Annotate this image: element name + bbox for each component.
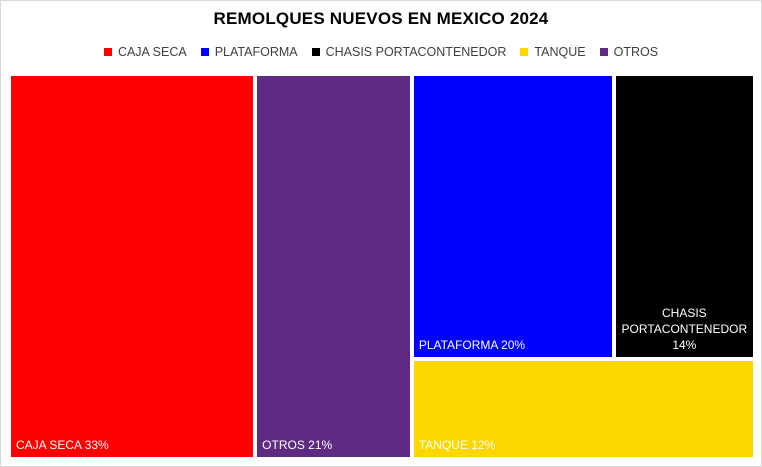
legend-label-chasis-portacontenedor: CHASIS PORTACONTENEDOR — [325, 45, 507, 59]
treemap-label-tanque: TANQUE 12% — [419, 437, 495, 453]
legend-swatch-otros — [599, 48, 608, 56]
legend-item-plataforma: PLATAFORMA — [200, 45, 298, 59]
treemap-label-line: PORTACONTENEDOR — [621, 321, 748, 336]
treemap-tile-chasis-portacontenedor: CHASIS PORTACONTENEDOR 14% — [613, 74, 755, 359]
treemap-label-line: CAJA SECA 33% — [16, 438, 109, 452]
treemap-label-chasis-portacontenedor: CHASIS PORTACONTENEDOR 14% — [616, 305, 753, 353]
treemap-tile-tanque: TANQUE 12% — [411, 358, 755, 459]
treemap-tile-otros: OTROS 21% — [255, 74, 412, 459]
legend-swatch-chasis-portacontenedor — [311, 48, 320, 56]
treemap-label-line: OTROS 21% — [262, 438, 333, 452]
treemap-label-otros: OTROS 21% — [262, 437, 332, 453]
treemap-label-caja-seca: CAJA SECA 33% — [16, 437, 109, 453]
treemap-tile-plataforma: PLATAFORMA 20% — [411, 74, 614, 359]
legend-label-otros: OTROS — [613, 45, 659, 59]
legend-item-caja-seca: CAJA SECA — [103, 45, 187, 59]
legend-swatch-plataforma — [200, 48, 209, 56]
treemap-label-line: PLATAFORMA 20% — [418, 337, 526, 352]
treemap-plot-area: CAJA SECA 33% OTROS 21% PLATAFORMA 20% CHAS… — [9, 74, 755, 459]
treemap-label-plataforma: PLATAFORMA 20% — [419, 337, 525, 353]
legend-item-chasis-portacontenedor: CHASIS PORTACONTENEDOR — [311, 45, 507, 59]
treemap-label-line: CHASIS — [661, 305, 707, 320]
treemap-label-line: TANQUE 12% — [418, 437, 496, 452]
treemap-label-line: 14% — [672, 337, 697, 352]
treemap-tile-caja-seca: CAJA SECA 33% — [9, 74, 256, 459]
legend-swatch-caja-seca — [103, 48, 112, 56]
legend-swatch-tanque — [520, 48, 529, 56]
legend-label-tanque: TANQUE — [534, 45, 586, 59]
legend-item-tanque: TANQUE — [520, 45, 586, 59]
chart-title: REMOLQUES NUEVOS EN MEXICO 2024 — [213, 9, 549, 28]
legend-item-otros: OTROS — [599, 45, 659, 59]
legend-label-plataforma: PLATAFORMA — [214, 45, 298, 59]
legend-label-caja-seca: CAJA SECA — [117, 45, 187, 59]
chart-legend: CAJA SECA PLATAFORMA CHASIS PORTACONTENE… — [1, 45, 761, 59]
